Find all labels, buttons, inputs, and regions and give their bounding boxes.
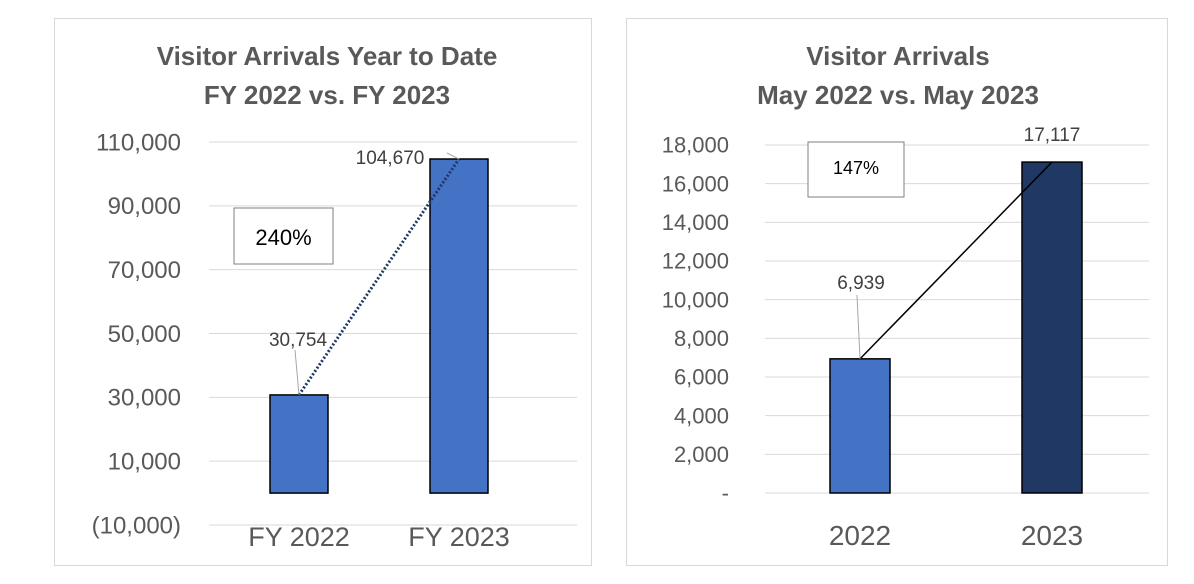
- chart-may-y-tick-label: 18,000: [662, 133, 729, 158]
- chart-ytd-y-tick-label: 90,000: [108, 193, 181, 220]
- chart-ytd-y-tick-label: 50,000: [108, 321, 181, 348]
- chart-may-value-labels: 6,939 17,117: [837, 125, 1080, 294]
- chart-may-y-tick-label: 6,000: [674, 365, 729, 390]
- chart-may-annotation-text: 147%: [833, 158, 879, 178]
- chart-may-bar: [829, 358, 891, 494]
- chart-may-x-tick-label: 2022: [829, 520, 891, 551]
- chart-may-svg: Visitor Arrivals May 2022 vs. May 2023 -…: [662, 41, 1149, 551]
- chart-ytd-svg: Visitor Arrivals Year to Date FY 2022 vs…: [92, 41, 577, 552]
- chart-ytd-trend-line: [297, 158, 461, 396]
- chart-ytd-value-labels: 30,754 104,670: [269, 148, 424, 351]
- chart-may-y-axis: - 2,000 4,000 6,000 8,000 10,000 12,000 14,000 1…: [662, 133, 729, 506]
- chart-may-gridlines: [765, 144, 1149, 494]
- chart-ytd-leader-line: [446, 152, 460, 160]
- chart-ytd-leader-line: [294, 349, 300, 395]
- chart-ytd-bar: [429, 158, 489, 494]
- chart-ytd-gridlines: [209, 141, 577, 526]
- chart-ytd-y-tick-label: 110,000: [96, 129, 181, 156]
- chart-may-bars: [829, 161, 1083, 494]
- chart-ytd-annotation-text: 240%: [255, 225, 311, 250]
- chart-ytd-bars: [269, 158, 489, 494]
- chart-ytd-y-axis: (10,000) 10,000 30,000 50,000 70,000 90,000 11…: [92, 129, 181, 539]
- chart-may-annotation: 147%: [807, 141, 905, 198]
- chart-ytd: Visitor Arrivals Year to Date FY 2022 vs…: [54, 18, 592, 566]
- chart-ytd-x-tick-label: FY 2022: [248, 522, 350, 552]
- chart-may-y-tick-label: 16,000: [662, 171, 729, 196]
- chart-ytd-x-tick-label: FY 2023: [408, 522, 510, 552]
- chart-may-x-axis: 2022 2023: [829, 520, 1083, 551]
- chart-may-annotation-box: [807, 141, 905, 198]
- chart-ytd-leaders: [294, 152, 460, 395]
- chart-ytd-annotation-box: [233, 207, 334, 265]
- chart-ytd-value-label: 104,670: [356, 148, 425, 169]
- chart-ytd-y-tick-label: 30,000: [108, 385, 181, 412]
- chart-may-y-tick-label: 4,000: [674, 403, 729, 428]
- chart-ytd-title-line-1: Visitor Arrivals Year to Date: [157, 41, 498, 71]
- chart-ytd-value-label: 30,754: [269, 330, 328, 351]
- chart-may-trend: [859, 161, 1053, 360]
- chart-may-y-tick-label: 2,000: [674, 442, 729, 467]
- chart-ytd-title-line-2: FY 2022 vs. FY 2023: [204, 80, 450, 110]
- chart-may-y-tick-label: -: [722, 481, 729, 506]
- chart-ytd-x-axis: FY 2022 FY 2023: [248, 522, 510, 552]
- chart-may-y-tick-label: 8,000: [674, 326, 729, 351]
- chart-may-leaders: [856, 294, 861, 359]
- chart-may-bar: [1021, 161, 1083, 494]
- chart-may-leader-line: [856, 294, 861, 359]
- chart-may-title-line-1: Visitor Arrivals: [806, 41, 990, 71]
- chart-ytd-y-tick-label: (10,000): [92, 512, 181, 539]
- chart-ytd-bar: [269, 394, 329, 494]
- chart-ytd-annotation: 240%: [233, 207, 334, 265]
- chart-ytd-y-tick-label: 10,000: [108, 449, 181, 476]
- chart-may-title-line-2: May 2022 vs. May 2023: [757, 80, 1039, 110]
- chart-may-trend-line: [859, 161, 1053, 360]
- chart-ytd-trend: [297, 158, 461, 396]
- chart-may: Visitor Arrivals May 2022 vs. May 2023 -…: [626, 18, 1168, 566]
- chart-may-y-tick-label: 14,000: [662, 210, 729, 235]
- chart-may-value-label: 17,117: [1024, 125, 1081, 146]
- chart-ytd-y-tick-label: 70,000: [108, 257, 181, 284]
- chart-may-x-tick-label: 2023: [1021, 520, 1083, 551]
- chart-may-value-label: 6,939: [837, 273, 885, 294]
- chart-may-y-tick-label: 12,000: [662, 249, 729, 274]
- chart-may-y-tick-label: 10,000: [662, 287, 729, 312]
